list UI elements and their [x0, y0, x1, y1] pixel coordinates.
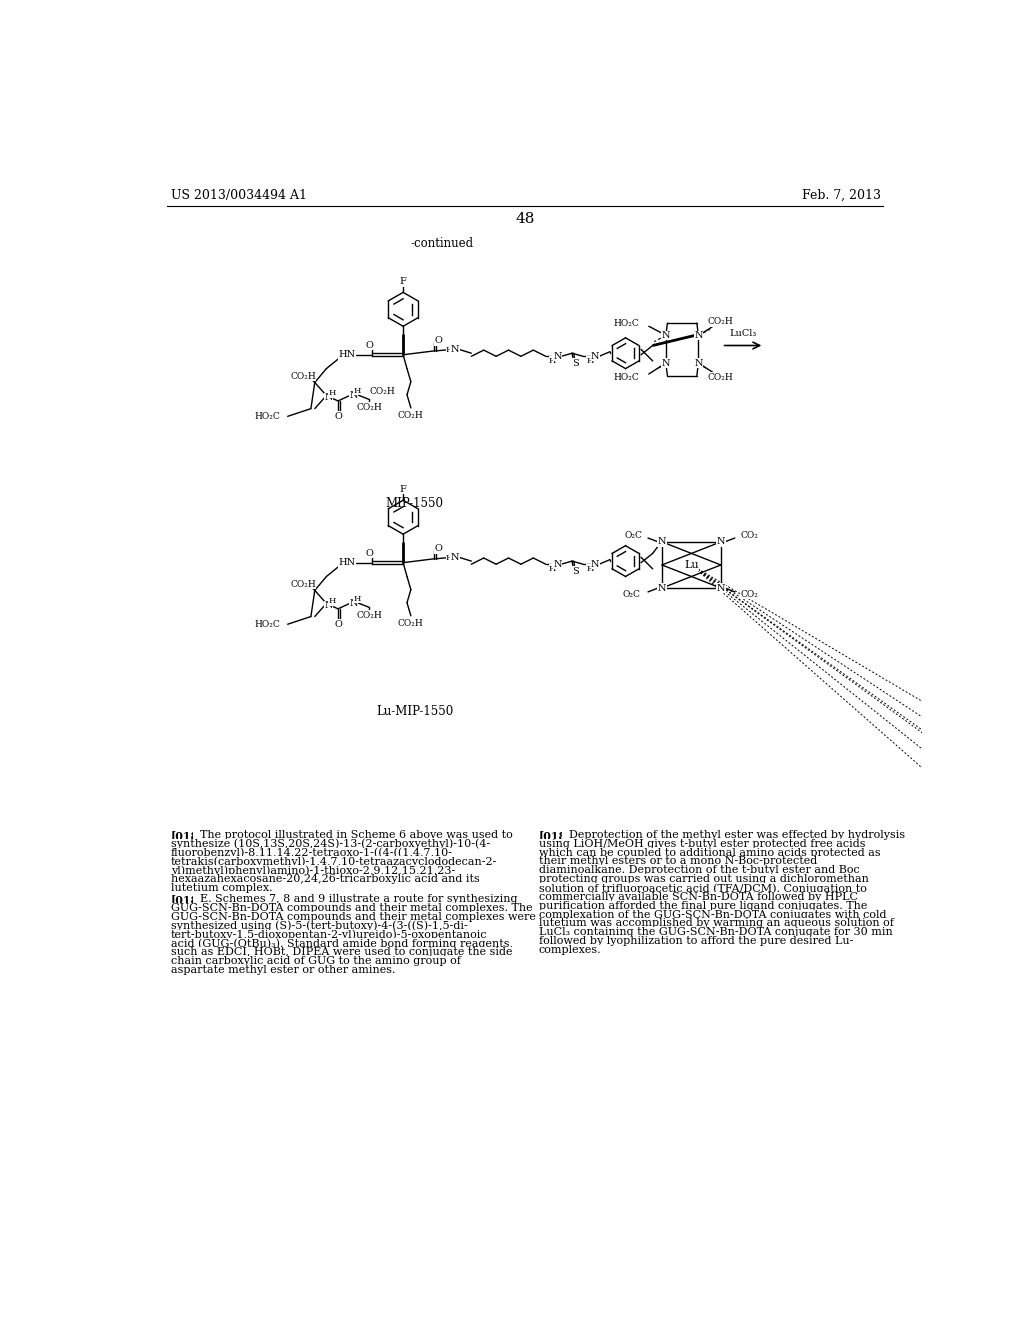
Text: S: S [571, 566, 579, 576]
Text: N: N [451, 345, 460, 354]
Text: H: H [586, 565, 594, 573]
Text: CO₂H: CO₂H [290, 372, 316, 380]
Text: HN: HN [339, 350, 356, 359]
Text: protecting groups was carried out using a dichloromethan: protecting groups was carried out using … [539, 874, 868, 884]
Text: O₂C: O₂C [623, 590, 640, 599]
Text: O: O [335, 620, 343, 628]
Text: H: H [445, 554, 454, 562]
Text: hexaazahexacosane-20,24,26-tricarboxylic acid and its: hexaazahexacosane-20,24,26-tricarboxylic… [171, 874, 479, 884]
Text: Lu: Lu [684, 560, 698, 570]
Text: which can be coupled to additional amino acids protected as: which can be coupled to additional amino… [539, 847, 881, 858]
Text: O: O [335, 412, 343, 421]
Text: N: N [553, 560, 561, 569]
Text: Deprotection of the methyl ester was effected by hydrolysis: Deprotection of the methyl ester was eff… [561, 830, 904, 840]
Text: LuCl₃: LuCl₃ [729, 329, 757, 338]
Text: S: S [571, 359, 579, 368]
Text: N: N [662, 359, 670, 368]
Text: aspartate methyl ester or other amines.: aspartate methyl ester or other amines. [171, 965, 395, 975]
Text: CO₂H: CO₂H [356, 403, 382, 412]
Text: followed by lyophilization to afford the pure desired Lu-: followed by lyophilization to afford the… [539, 936, 853, 946]
Text: US 2013/0034494 A1: US 2013/0034494 A1 [171, 189, 306, 202]
Text: HN: HN [339, 558, 356, 568]
Text: Feb. 7, 2013: Feb. 7, 2013 [802, 189, 882, 202]
Text: F: F [399, 277, 407, 286]
Text: solution of trifluoroacetic acid (TFA/DCM). Conjugation to: solution of trifluoroacetic acid (TFA/DC… [539, 883, 866, 894]
Text: O: O [366, 341, 374, 350]
Text: N: N [717, 583, 725, 593]
Text: CO₂H: CO₂H [708, 317, 733, 326]
Text: N: N [349, 599, 357, 609]
Text: 48: 48 [515, 213, 535, 226]
Text: H: H [353, 595, 361, 603]
Text: HO₂C: HO₂C [254, 412, 280, 421]
Text: fluorobenzyl)-8,11,14,22-tetraoxo-1-((4-((1,4,7,10-: fluorobenzyl)-8,11,14,22-tetraoxo-1-((4-… [171, 847, 453, 858]
Text: tert-butoxy-1,5-dioxopentan-2-yl)ureido)-5-oxopentanoic: tert-butoxy-1,5-dioxopentan-2-yl)ureido)… [171, 929, 487, 940]
Text: N: N [657, 583, 667, 593]
Text: H: H [586, 356, 594, 364]
Text: their methyl esters or to a mono N-Boc-protected: their methyl esters or to a mono N-Boc-p… [539, 857, 817, 866]
Text: H: H [445, 346, 454, 354]
Text: N: N [553, 352, 561, 360]
Text: CO₂H: CO₂H [398, 411, 424, 420]
Text: HO₂C: HO₂C [613, 319, 639, 329]
Text: CO₂: CO₂ [740, 531, 758, 540]
Text: H: H [329, 389, 336, 397]
Text: N: N [657, 537, 667, 546]
Text: CO₂H: CO₂H [290, 579, 316, 589]
Text: N: N [662, 331, 670, 341]
Text: tetrakis(carboxymethyl)-1,4,7,10-tetraazacyclododecan-2-: tetrakis(carboxymethyl)-1,4,7,10-tetraaz… [171, 857, 497, 867]
Text: LuCl₃ containing the GUG-SCN-Bn-DOTA conjugate for 30 min: LuCl₃ containing the GUG-SCN-Bn-DOTA con… [539, 927, 893, 937]
Text: -continued: -continued [411, 236, 473, 249]
Text: using LiOH/MeOH gives t-butyl ester protected free acids: using LiOH/MeOH gives t-butyl ester prot… [539, 838, 865, 849]
Text: H: H [329, 597, 336, 605]
Text: synthesize (10S,13S,20S,24S)-13-(2-carboxyethyl)-10-(4-: synthesize (10S,13S,20S,24S)-13-(2-carbo… [171, 838, 489, 849]
Text: N: N [694, 359, 702, 368]
Text: such as EDCI, HOBt, DIPEA were used to conjugate the side: such as EDCI, HOBt, DIPEA were used to c… [171, 948, 512, 957]
Text: N: N [325, 602, 333, 610]
Text: commercially available SCN-Bn-DOTA followed by HPLC: commercially available SCN-Bn-DOTA follo… [539, 892, 858, 902]
Text: N: N [591, 560, 600, 569]
Text: GUG-SCN-Bn-DOTA compounds and their metal complexes. The: GUG-SCN-Bn-DOTA compounds and their meta… [171, 903, 532, 913]
Text: complexation of the GUG-SCN-Bn-DOTA conjugates with cold: complexation of the GUG-SCN-Bn-DOTA conj… [539, 909, 886, 920]
Text: synthesized using (S)-5-(tert-butoxy)-4-(3-((S)-1,5-di-: synthesized using (S)-5-(tert-butoxy)-4-… [171, 921, 467, 932]
Text: [0187]: [0187] [539, 830, 580, 841]
Text: [0186]: [0186] [171, 894, 212, 906]
Text: CO₂H: CO₂H [369, 387, 395, 396]
Text: H: H [353, 387, 361, 395]
Text: acid (GUG-(OtBu)₃). Standard amide bond forming reagents,: acid (GUG-(OtBu)₃). Standard amide bond … [171, 939, 513, 949]
Text: lutetium was accomplished by warming an aqueous solution of: lutetium was accomplished by warming an … [539, 919, 894, 928]
Text: O: O [434, 337, 442, 346]
Text: H: H [549, 565, 556, 573]
Text: O: O [434, 544, 442, 553]
Text: [0185]: [0185] [171, 830, 212, 841]
Text: N: N [325, 393, 333, 403]
Text: CO₂H: CO₂H [398, 619, 424, 628]
Text: HO₂C: HO₂C [613, 372, 639, 381]
Text: CO₂: CO₂ [740, 590, 758, 599]
Text: Lu-MIP-1550: Lu-MIP-1550 [376, 705, 454, 718]
Text: chain carboxylic acid of GUG to the amino group of: chain carboxylic acid of GUG to the amin… [171, 956, 461, 966]
Text: H: H [549, 356, 556, 364]
Text: O₂C: O₂C [625, 531, 643, 540]
Text: CO₂H: CO₂H [708, 372, 733, 381]
Text: N: N [694, 331, 702, 341]
Text: CO₂H: CO₂H [356, 611, 382, 619]
Text: N: N [591, 352, 600, 360]
Text: N: N [451, 553, 460, 562]
Text: F: F [399, 484, 407, 494]
Text: lutetium complex.: lutetium complex. [171, 883, 272, 892]
Text: N: N [349, 391, 357, 400]
Text: The protocol illustrated in Scheme 6 above was used to: The protocol illustrated in Scheme 6 abo… [194, 830, 513, 840]
Text: O: O [366, 549, 374, 558]
Text: diaminoalkane. Deprotection of the t-butyl ester and Boc: diaminoalkane. Deprotection of the t-but… [539, 866, 859, 875]
Text: yl)methyl)phenyl)amino)-1-thioxo-2,9,12,15,21,23-: yl)methyl)phenyl)amino)-1-thioxo-2,9,12,… [171, 866, 455, 876]
Text: E. Schemes 7, 8 and 9 illustrate a route for synthesizing: E. Schemes 7, 8 and 9 illustrate a route… [194, 894, 518, 904]
Text: HO₂C: HO₂C [254, 620, 280, 628]
Text: purification afforded the final pure ligand conjugates. The: purification afforded the final pure lig… [539, 900, 867, 911]
Text: GUG-SCN-Bn-DOTA compounds and their metal complexes were: GUG-SCN-Bn-DOTA compounds and their meta… [171, 912, 536, 921]
Text: complexes.: complexes. [539, 945, 601, 954]
Text: MIP-1550: MIP-1550 [386, 496, 443, 510]
Text: N: N [717, 537, 725, 546]
